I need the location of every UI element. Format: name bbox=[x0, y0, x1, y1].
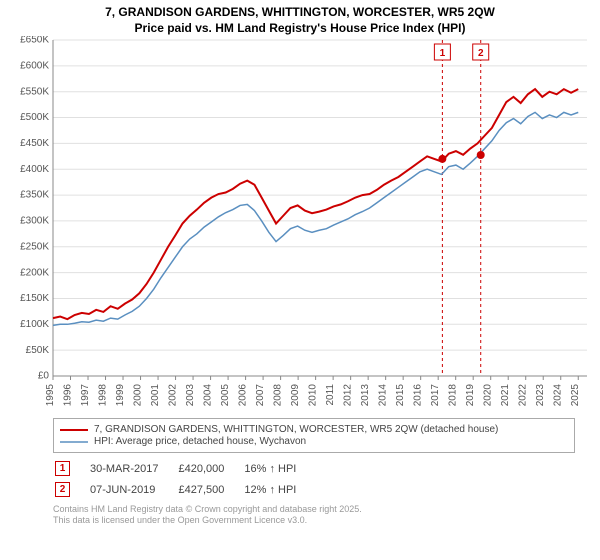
svg-text:£100K: £100K bbox=[20, 319, 49, 330]
marker-row: 1 30-MAR-2017 £420,000 16% ↑ HPI bbox=[55, 459, 314, 478]
svg-text:1995: 1995 bbox=[45, 384, 56, 407]
svg-text:1997: 1997 bbox=[80, 384, 91, 407]
svg-text:1998: 1998 bbox=[98, 384, 109, 407]
svg-text:2002: 2002 bbox=[168, 384, 179, 407]
marker-row: 2 07-JUN-2019 £427,500 12% ↑ HPI bbox=[55, 480, 314, 499]
marker-price: £420,000 bbox=[178, 459, 242, 478]
copyright: Contains HM Land Registry data © Crown c… bbox=[53, 504, 575, 526]
price-chart: £0 £50K £100K £150K £200K £250K £300K £350K £400… bbox=[5, 36, 595, 416]
legend-label: HPI: Average price, detached house, Wych… bbox=[94, 436, 306, 447]
svg-text:£400K: £400K bbox=[20, 164, 49, 175]
svg-text:2: 2 bbox=[478, 48, 484, 59]
svg-text:2008: 2008 bbox=[273, 384, 284, 407]
svg-text:2022: 2022 bbox=[518, 384, 529, 407]
legend-row: HPI: Average price, detached house, Wych… bbox=[60, 436, 568, 447]
svg-text:1999: 1999 bbox=[115, 384, 126, 407]
marker-date: 30-MAR-2017 bbox=[90, 459, 176, 478]
svg-text:2011: 2011 bbox=[325, 384, 336, 406]
marker-number-icon: 2 bbox=[55, 482, 70, 497]
svg-text:2000: 2000 bbox=[133, 384, 144, 407]
svg-text:£650K: £650K bbox=[20, 36, 49, 46]
svg-text:2009: 2009 bbox=[290, 384, 301, 407]
svg-text:2018: 2018 bbox=[448, 384, 459, 407]
marker-price: £427,500 bbox=[178, 480, 242, 499]
svg-text:2023: 2023 bbox=[535, 384, 546, 407]
svg-text:2025: 2025 bbox=[570, 384, 581, 407]
svg-text:£350K: £350K bbox=[20, 190, 49, 201]
svg-text:1: 1 bbox=[440, 48, 446, 59]
marker-number-icon: 1 bbox=[55, 461, 70, 476]
legend-row: 7, GRANDISON GARDENS, WHITTINGTON, WORCE… bbox=[60, 424, 568, 435]
svg-text:2004: 2004 bbox=[203, 384, 214, 407]
legend-label: 7, GRANDISON GARDENS, WHITTINGTON, WORCE… bbox=[94, 424, 498, 435]
svg-text:£250K: £250K bbox=[20, 242, 49, 253]
marker-table: 1 30-MAR-2017 £420,000 16% ↑ HPI 2 07-JU… bbox=[53, 457, 316, 501]
svg-text:£600K: £600K bbox=[20, 61, 49, 72]
svg-text:2007: 2007 bbox=[255, 384, 266, 407]
svg-text:2001: 2001 bbox=[150, 384, 161, 407]
svg-text:2016: 2016 bbox=[413, 384, 424, 407]
svg-text:2010: 2010 bbox=[308, 384, 319, 407]
legend: 7, GRANDISON GARDENS, WHITTINGTON, WORCE… bbox=[53, 418, 575, 453]
svg-text:£200K: £200K bbox=[20, 267, 49, 278]
svg-text:2003: 2003 bbox=[185, 384, 196, 407]
svg-text:£300K: £300K bbox=[20, 216, 49, 227]
svg-text:2006: 2006 bbox=[238, 384, 249, 407]
chart-svg: £0 £50K £100K £150K £200K £250K £300K £350K £400… bbox=[5, 36, 595, 416]
svg-text:2014: 2014 bbox=[378, 384, 389, 407]
svg-text:£150K: £150K bbox=[20, 293, 49, 304]
svg-text:2005: 2005 bbox=[220, 384, 231, 407]
copyright-line1: Contains HM Land Registry data © Crown c… bbox=[53, 504, 575, 515]
title-line1: 7, GRANDISON GARDENS, WHITTINGTON, WORCE… bbox=[5, 5, 595, 21]
title-line2: Price paid vs. HM Land Registry's House … bbox=[5, 21, 595, 37]
svg-text:2012: 2012 bbox=[343, 384, 354, 407]
svg-text:2024: 2024 bbox=[553, 384, 564, 407]
svg-text:2021: 2021 bbox=[500, 384, 511, 407]
svg-text:2019: 2019 bbox=[465, 384, 476, 407]
marker-date: 07-JUN-2019 bbox=[90, 480, 176, 499]
svg-text:1996: 1996 bbox=[63, 384, 74, 407]
svg-text:2020: 2020 bbox=[483, 384, 494, 407]
svg-text:£50K: £50K bbox=[26, 345, 50, 356]
svg-text:£550K: £550K bbox=[20, 87, 49, 98]
svg-text:£0: £0 bbox=[38, 371, 50, 382]
marker-delta: 12% ↑ HPI bbox=[244, 480, 314, 499]
marker-delta: 16% ↑ HPI bbox=[244, 459, 314, 478]
svg-text:£500K: £500K bbox=[20, 112, 49, 123]
copyright-line2: This data is licensed under the Open Gov… bbox=[53, 515, 575, 526]
svg-text:2017: 2017 bbox=[430, 384, 441, 407]
chart-title: 7, GRANDISON GARDENS, WHITTINGTON, WORCE… bbox=[5, 5, 595, 36]
svg-text:2015: 2015 bbox=[395, 384, 406, 407]
svg-text:£450K: £450K bbox=[20, 138, 49, 149]
svg-text:2013: 2013 bbox=[360, 384, 371, 407]
